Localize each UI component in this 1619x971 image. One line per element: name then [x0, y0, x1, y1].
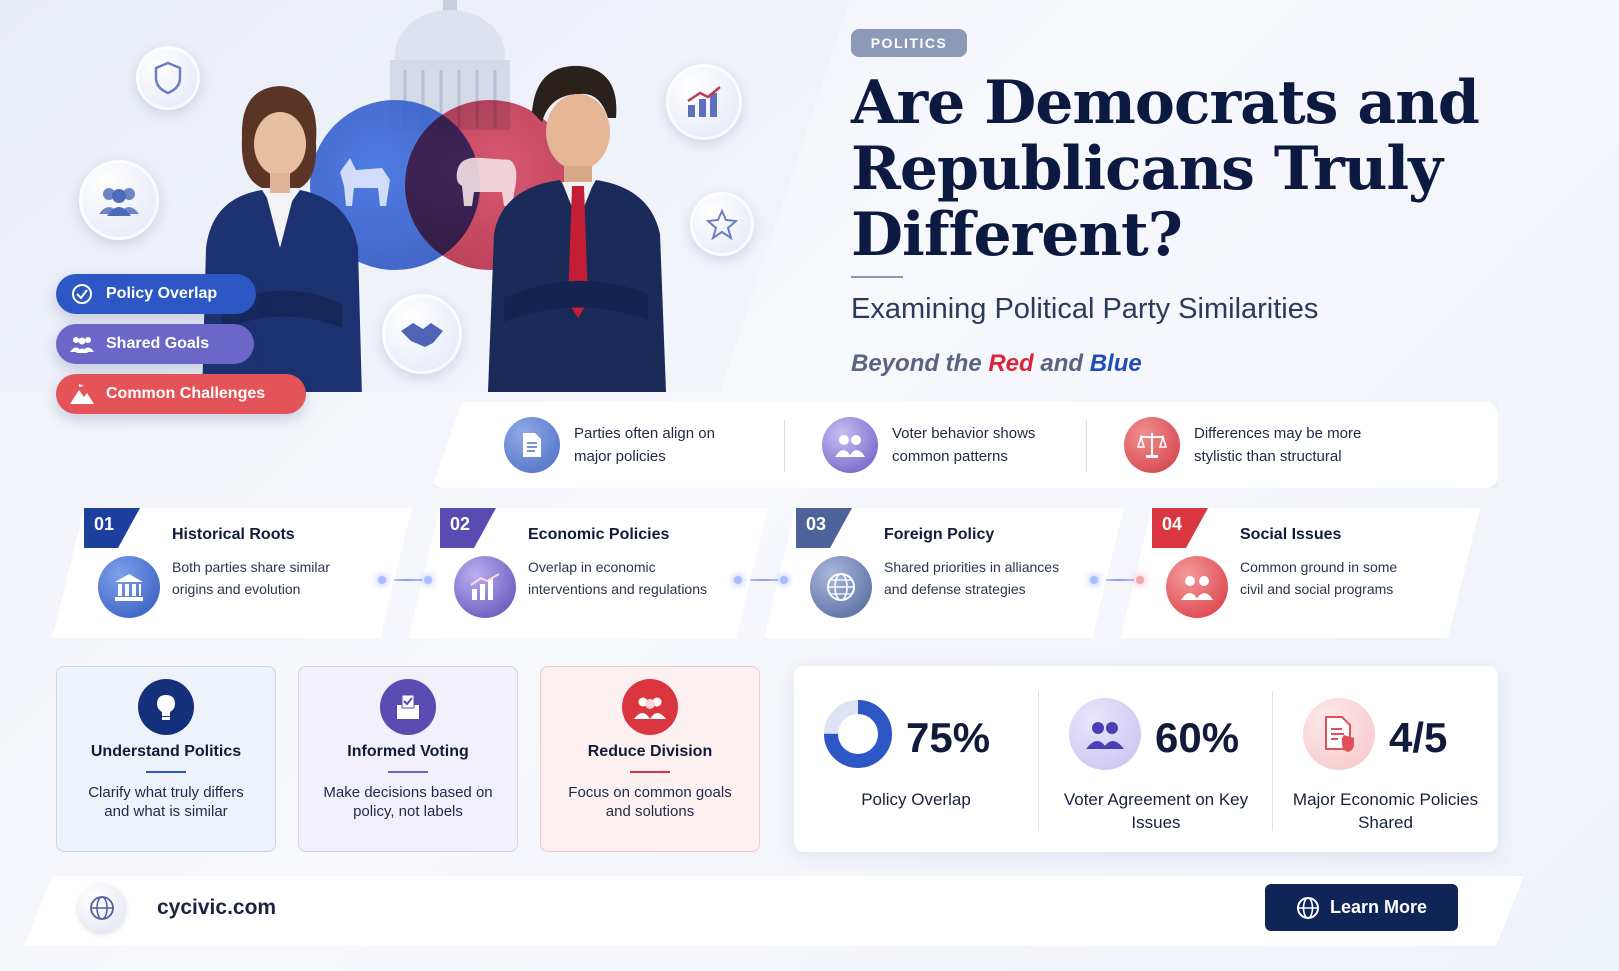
- connector-dot: [780, 576, 788, 584]
- benefit-description: Clarify what truly differs and what is s…: [88, 784, 244, 820]
- benefit-description: Make decisions based on policy, not labe…: [323, 784, 493, 820]
- policy-document-icon: [1303, 698, 1375, 770]
- connector-dot: [1136, 576, 1144, 584]
- divider: [1272, 691, 1273, 831]
- community-icon: [1166, 556, 1228, 618]
- elephant-icon: [456, 157, 517, 206]
- ballot-box-icon: [380, 679, 436, 735]
- learn-more-button[interactable]: Learn More: [1265, 884, 1458, 931]
- benefit-title: Informed Voting: [347, 743, 469, 760]
- step-title: Historical Roots: [172, 526, 295, 543]
- divider: [1086, 420, 1087, 472]
- fact-text: Differences may be more stylistic than s…: [1194, 425, 1362, 465]
- institution-icon: [98, 556, 160, 618]
- mountain-flag-icon: [70, 382, 94, 406]
- divider: [784, 420, 785, 472]
- connector-dot: [734, 576, 742, 584]
- step-title: Foreign Policy: [884, 526, 995, 543]
- shield-icon: [136, 46, 200, 110]
- fact-item: Differences may be more stylistic than s…: [1124, 402, 1384, 488]
- step-description: Both parties share similar origins and e…: [172, 559, 330, 597]
- group-icon: [70, 332, 94, 356]
- stat-policy-overlap: 75% Policy Overlap: [794, 666, 1038, 852]
- donut-chart-icon: [824, 700, 892, 768]
- policy-overlap-pill[interactable]: Policy Overlap: [56, 274, 256, 314]
- star-icon: [690, 192, 754, 256]
- page-subtitle: Examining Political Party Similarities: [851, 293, 1319, 325]
- pill-label: Policy Overlap: [106, 285, 218, 302]
- tagline: Beyond the Red and Blue: [851, 350, 1142, 378]
- step-card-historical-roots[interactable]: 01 Historical Roots Both parties share s…: [52, 508, 412, 638]
- tagline-mid: and: [1033, 350, 1090, 377]
- globe-icon: [810, 556, 872, 618]
- stats-panel: 75% Policy Overlap 60% Voter Agreement o…: [794, 666, 1498, 852]
- step-title: Economic Policies: [528, 526, 670, 543]
- fact-item: Parties often align on major policies: [504, 402, 724, 488]
- category-tag[interactable]: POLITICS: [851, 29, 967, 57]
- stat-value: 60%: [1155, 714, 1240, 761]
- scales-icon: [1124, 417, 1180, 473]
- voters-group-icon: [1069, 698, 1141, 770]
- donut-progress-arc: [824, 700, 892, 768]
- benefit-title: Reduce Division: [587, 743, 713, 760]
- connector-dot: [378, 576, 386, 584]
- stat-value: 4/5: [1389, 714, 1448, 761]
- step-card-social-issues[interactable]: 04 Social Issues Common ground in some c…: [1120, 508, 1480, 638]
- benefit-card-reduce-division[interactable]: Reduce Division Focus on common goals an…: [540, 666, 760, 852]
- learn-more-label: Learn More: [1329, 897, 1428, 917]
- stat-label: Major Economic Policies Shared: [1292, 790, 1479, 832]
- shared-goals-pill[interactable]: Shared Goals: [56, 324, 254, 364]
- title-divider: [851, 276, 903, 278]
- website-globe-icon: [78, 884, 126, 932]
- step-card-economic-policies[interactable]: 02 Economic Policies Overlap in economic…: [408, 508, 768, 638]
- tagline-red: Red: [988, 350, 1034, 377]
- donkey-icon: [340, 158, 390, 206]
- people-group-icon: [79, 160, 159, 240]
- title-underline: [630, 771, 670, 773]
- benefit-description: Focus on common goals and solutions: [568, 784, 732, 820]
- bar-chart-icon: [454, 556, 516, 618]
- step-description: Common ground in some civil and social p…: [1240, 559, 1398, 597]
- step-description: Shared priorities in alliances and defen…: [884, 559, 1060, 597]
- pill-label: Shared Goals: [106, 335, 210, 352]
- common-challenges-pill[interactable]: Common Challenges: [56, 374, 306, 414]
- voters-icon: [822, 417, 878, 473]
- step-connector: [1094, 579, 1144, 581]
- connector-dot: [424, 576, 432, 584]
- benefit-card-understand-politics[interactable]: Understand Politics Clarify what truly d…: [56, 666, 276, 852]
- divider: [1038, 691, 1039, 831]
- stat-economic-policies: 4/5 Major Economic Policies Shared: [1273, 666, 1498, 852]
- stat-label: Policy Overlap: [861, 790, 971, 809]
- stat-label: Voter Agreement on Key Issues: [1063, 790, 1249, 832]
- site-link[interactable]: cycivic.com: [157, 896, 277, 919]
- man-politician-figure: [488, 65, 666, 392]
- step-description: Overlap in economic interventions and re…: [528, 559, 708, 597]
- key-facts-strip: Parties often align on major policies Vo…: [432, 402, 1498, 488]
- benefit-title: Understand Politics: [90, 743, 242, 760]
- step-title: Social Issues: [1240, 526, 1342, 543]
- check-circle-icon: [70, 282, 94, 306]
- lightbulb-icon: [138, 679, 194, 735]
- title-underline: [146, 771, 186, 773]
- pill-label: Common Challenges: [106, 385, 266, 402]
- globe-icon: [1296, 896, 1319, 919]
- stat-voter-agreement: 60% Voter Agreement on Key Issues: [1039, 666, 1273, 852]
- growth-chart-icon: [666, 64, 742, 140]
- fact-item: Voter behavior shows common patterns: [822, 402, 1062, 488]
- step-connector: [738, 579, 788, 581]
- fact-text: Voter behavior shows common patterns: [892, 425, 1036, 465]
- fact-text: Parties often align on major policies: [574, 425, 715, 465]
- people-icon: [622, 679, 678, 735]
- benefit-card-informed-voting[interactable]: Informed Voting Make decisions based on …: [298, 666, 518, 852]
- document-icon: [504, 417, 560, 473]
- tagline-prefix: Beyond the: [851, 350, 989, 377]
- step-card-foreign-policy[interactable]: 03 Foreign Policy Shared priorities in a…: [764, 508, 1124, 638]
- connector-dot: [1090, 576, 1098, 584]
- title-underline: [388, 771, 428, 773]
- handshake-icon: [382, 294, 462, 374]
- tagline-blue: Blue: [1089, 350, 1142, 377]
- page-title: Are Democrats and Republicans Truly Diff…: [851, 68, 1480, 270]
- step-connector: [382, 579, 432, 581]
- stat-value: 75%: [906, 714, 991, 761]
